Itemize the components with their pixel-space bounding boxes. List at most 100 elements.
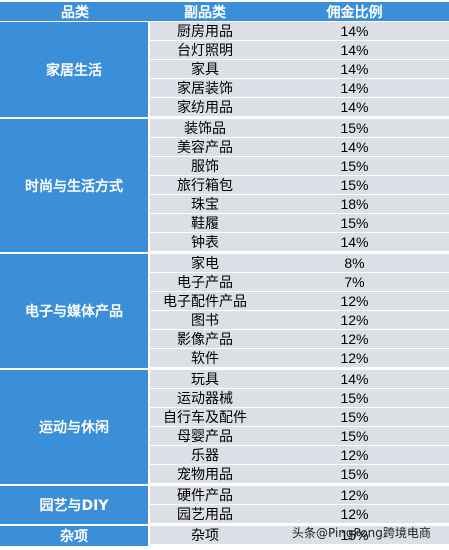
table-row: 珠宝 18% bbox=[150, 195, 449, 214]
commission-cell: 15% bbox=[340, 466, 369, 482]
commission-cell: 14% bbox=[340, 234, 369, 250]
header-commission: 佣金比例 bbox=[326, 4, 383, 21]
category-name: 杂项 bbox=[0, 526, 150, 546]
category-name: 园艺与DIY bbox=[0, 486, 150, 524]
commission-cell: 14% bbox=[340, 61, 369, 77]
commission-cell: 15% bbox=[340, 390, 369, 406]
table-row: 宠物用品 15% bbox=[150, 465, 449, 484]
table-row: 电子产品 7% bbox=[150, 273, 449, 292]
category-group: 运动与休闲 玩具 14% 运动器械 15% 自行车及配件 15% 母婴产品 15% 乐器 12% 宠物… bbox=[0, 370, 449, 486]
subcategory-cell: 鞋履 bbox=[191, 216, 219, 232]
table-row: 电子配件产品 12% bbox=[150, 292, 449, 311]
commission-cell: 14% bbox=[340, 371, 369, 387]
category-group: 时尚与生活方式 装饰品 15% 美容产品 14% 服饰 15% 旅行箱包 15% 珠宝 18% 鞋履 1… bbox=[0, 119, 449, 254]
table-body: 家居生活 厨房用品 14% 台灯照明 14% 家具 14% 家居装饰 14% 家纺用品 14% 时尚与… bbox=[0, 22, 449, 548]
category-group: 杂项 杂项 15% bbox=[0, 526, 449, 548]
table-row: 硬件产品 12% bbox=[150, 486, 449, 505]
subcategory-cell: 珠宝 bbox=[191, 197, 219, 213]
commission-cell: 15% bbox=[340, 527, 369, 543]
table-row: 家居装饰 14% bbox=[150, 79, 449, 98]
table-row: 厨房用品 14% bbox=[150, 22, 449, 41]
subcategory-cell: 家居装饰 bbox=[177, 81, 233, 97]
subcategory-cell: 宠物用品 bbox=[177, 467, 233, 483]
subcategory-rows: 厨房用品 14% 台灯照明 14% 家具 14% 家居装饰 14% 家纺用品 14% bbox=[150, 22, 449, 117]
commission-cell: 14% bbox=[340, 139, 369, 155]
table-row: 美容产品 14% bbox=[150, 138, 449, 157]
subcategory-cell: 服饰 bbox=[191, 159, 219, 175]
commission-cell: 14% bbox=[340, 42, 369, 58]
category-group: 园艺与DIY 硬件产品 12% 园艺用品 12% bbox=[0, 486, 449, 526]
subcategory-cell: 家纺用品 bbox=[177, 100, 233, 116]
subcategory-rows: 硬件产品 12% 园艺用品 12% bbox=[150, 486, 449, 524]
subcategory-cell: 电子产品 bbox=[177, 275, 233, 291]
header-category: 品类 bbox=[61, 4, 89, 21]
commission-cell: 7% bbox=[344, 274, 365, 290]
subcategory-cell: 软件 bbox=[191, 351, 219, 367]
table-row: 自行车及配件 15% bbox=[150, 408, 449, 427]
table-row: 运动器械 15% bbox=[150, 389, 449, 408]
table-row: 玩具 14% bbox=[150, 370, 449, 389]
subcategory-cell: 旅行箱包 bbox=[177, 178, 233, 194]
subcategory-cell: 运动器械 bbox=[177, 391, 233, 407]
table-row: 旅行箱包 15% bbox=[150, 176, 449, 195]
table-row: 家纺用品 14% bbox=[150, 98, 449, 117]
table-row: 软件 12% bbox=[150, 349, 449, 368]
commission-cell: 18% bbox=[340, 196, 369, 212]
subcategory-cell: 图书 bbox=[191, 313, 219, 329]
subcategory-cell: 母婴产品 bbox=[177, 429, 233, 445]
commission-cell: 12% bbox=[340, 312, 369, 328]
commission-cell: 15% bbox=[340, 120, 369, 136]
commission-cell: 14% bbox=[340, 99, 369, 115]
subcategory-cell: 厨房用品 bbox=[177, 24, 233, 40]
table-row: 服饰 15% bbox=[150, 157, 449, 176]
subcategory-rows: 杂项 15% bbox=[150, 526, 449, 546]
table-row: 台灯照明 14% bbox=[150, 41, 449, 60]
subcategory-rows: 玩具 14% 运动器械 15% 自行车及配件 15% 母婴产品 15% 乐器 12% 宠物用品 15% bbox=[150, 370, 449, 484]
subcategory-cell: 台灯照明 bbox=[177, 43, 233, 59]
commission-cell: 15% bbox=[340, 428, 369, 444]
subcategory-cell: 美容产品 bbox=[177, 140, 233, 156]
subcategory-cell: 家具 bbox=[191, 62, 219, 78]
table-row: 园艺用品 12% bbox=[150, 505, 449, 524]
subcategory-cell: 玩具 bbox=[191, 372, 219, 388]
commission-cell: 15% bbox=[340, 409, 369, 425]
commission-cell: 15% bbox=[340, 177, 369, 193]
category-name: 时尚与生活方式 bbox=[0, 119, 150, 252]
subcategory-cell: 装饰品 bbox=[184, 121, 226, 137]
subcategory-cell: 自行车及配件 bbox=[163, 410, 247, 426]
subcategory-cell: 杂项 bbox=[191, 528, 219, 544]
commission-cell: 15% bbox=[340, 215, 369, 231]
table-header: 品类 副品类 佣金比例 bbox=[0, 2, 449, 22]
commission-cell: 12% bbox=[340, 350, 369, 366]
subcategory-rows: 家电 8% 电子产品 7% 电子配件产品 12% 图书 12% 影像产品 12% 软件 12% bbox=[150, 254, 449, 368]
commission-cell: 15% bbox=[340, 158, 369, 174]
table-row: 图书 12% bbox=[150, 311, 449, 330]
commission-cell: 12% bbox=[340, 331, 369, 347]
watermark: 头条@PingPong跨境电商 bbox=[292, 526, 431, 540]
subcategory-cell: 园艺用品 bbox=[177, 507, 233, 523]
table-row: 杂项 15% bbox=[150, 526, 449, 545]
category-name: 电子与媒体产品 bbox=[0, 254, 150, 368]
commission-cell: 12% bbox=[340, 447, 369, 463]
table-row: 家具 14% bbox=[150, 60, 449, 79]
commission-cell: 12% bbox=[340, 506, 369, 522]
subcategory-cell: 钟表 bbox=[191, 235, 219, 251]
category-name: 运动与休闲 bbox=[0, 370, 150, 484]
table-row: 钟表 14% bbox=[150, 233, 449, 252]
category-group: 电子与媒体产品 家电 8% 电子产品 7% 电子配件产品 12% 图书 12% 影像产品 12% 软件… bbox=[0, 254, 449, 370]
table-row: 母婴产品 15% bbox=[150, 427, 449, 446]
subcategory-cell: 电子配件产品 bbox=[163, 294, 247, 310]
header-subcategory: 副品类 bbox=[184, 4, 226, 21]
table-row: 家电 8% bbox=[150, 254, 449, 273]
commission-cell: 12% bbox=[340, 293, 369, 309]
table-row: 装饰品 15% bbox=[150, 119, 449, 138]
table-row: 鞋履 15% bbox=[150, 214, 449, 233]
subcategory-rows: 装饰品 15% 美容产品 14% 服饰 15% 旅行箱包 15% 珠宝 18% 鞋履 15% 钟表 14% bbox=[150, 119, 449, 252]
commission-cell: 12% bbox=[340, 487, 369, 503]
table-row: 影像产品 12% bbox=[150, 330, 449, 349]
table-row: 乐器 12% bbox=[150, 446, 449, 465]
subcategory-cell: 硬件产品 bbox=[177, 488, 233, 504]
commission-cell: 14% bbox=[340, 80, 369, 96]
category-name: 家居生活 bbox=[0, 22, 150, 117]
